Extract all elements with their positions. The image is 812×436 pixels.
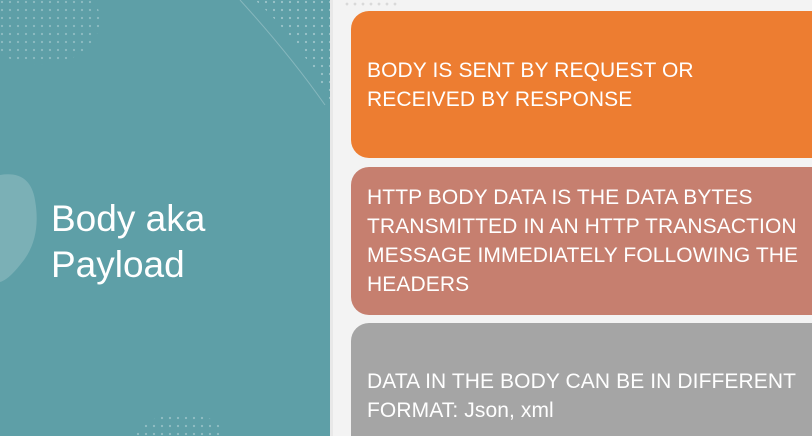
page-title: Body aka Payload [51, 196, 311, 288]
title-panel: Body aka Payload [0, 0, 330, 436]
card-3-text: DATA IN THE BODY CAN BE IN DIFFERENT FOR… [367, 370, 796, 422]
divider [330, 0, 333, 436]
dot-cluster-top-right [239, 0, 330, 106]
decorative-pattern [0, 0, 330, 436]
dot-cluster-bottom [130, 414, 225, 436]
card-http-body-data: HTTP BODY DATA IS THE DATA BYTES TRANSMI… [351, 167, 812, 315]
card-body-sent: BODY IS SENT BY REQUEST OR RECEIVED BY R… [351, 11, 812, 158]
title-line-2: Payload [51, 244, 185, 285]
card-2-text: HTTP BODY DATA IS THE DATA BYTES TRANSMI… [367, 186, 799, 296]
dot-cluster-top-left [0, 0, 100, 65]
title-line-1: Body aka [51, 198, 206, 239]
card-1-text: BODY IS SENT BY REQUEST OR RECEIVED BY R… [367, 58, 694, 111]
dot-row-decoration [345, 2, 397, 6]
card-data-format: DATA IN THE BODY CAN BE IN DIFFERENT FOR… [351, 323, 812, 436]
blob-shape [0, 174, 37, 282]
